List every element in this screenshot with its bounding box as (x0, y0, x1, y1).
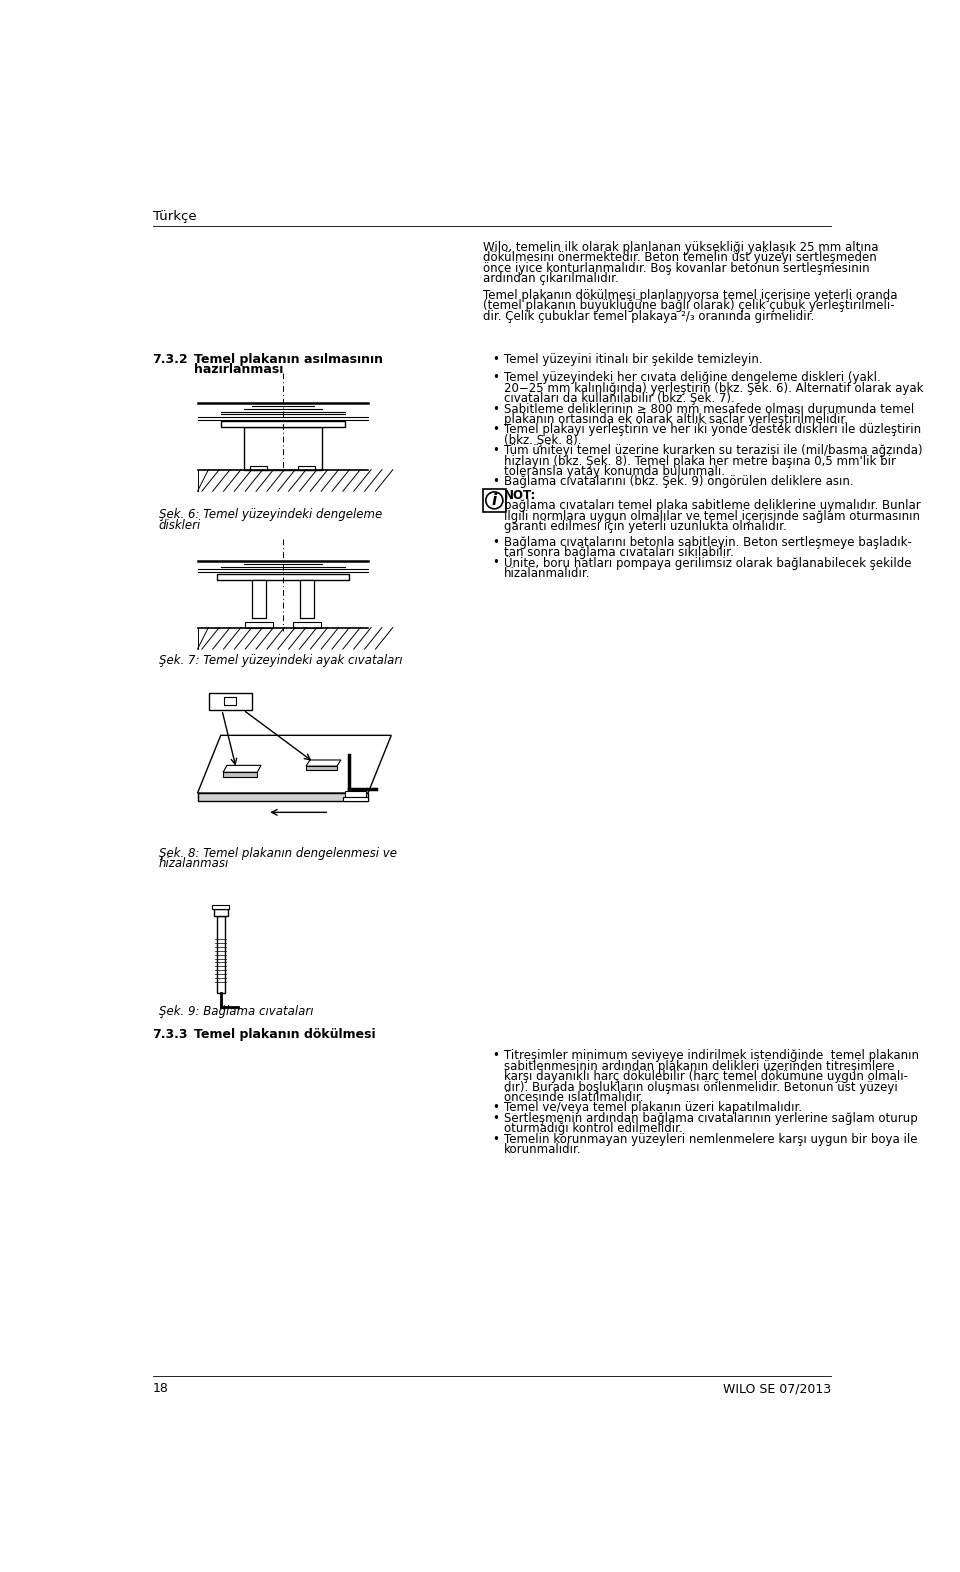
Text: dır). Burada boşlukların oluşması önlenmelidir. Betonun üst yüzeyi: dır). Burada boşlukların oluşması önlenm… (504, 1080, 898, 1094)
Bar (212, 905, 229, 909)
Bar (244, 428, 322, 470)
Text: oturmadığı kontrol edilmelidir.: oturmadığı kontrol edilmelidir. (504, 1122, 683, 1135)
Bar (483, 489, 506, 512)
Text: •: • (492, 445, 499, 457)
Text: •: • (492, 1050, 499, 1063)
Bar (300, 580, 314, 618)
Text: Titreşimler minimum seviyeye indirilmek istendiğinde  temel plakanın: Titreşimler minimum seviyeye indirilmek … (504, 1050, 919, 1063)
Text: Şek. 7: Temel yüzeyindeki ayak cıvataları: Şek. 7: Temel yüzeyindeki ayak cıvatalar… (158, 654, 402, 668)
Text: plakanın ortasında ek olarak altlık saclar yerleştirilmelidir.: plakanın ortasında ek olarak altlık sacl… (504, 413, 848, 426)
Text: Temel plakanın dökülmesi: Temel plakanın dökülmesi (194, 1028, 375, 1041)
Text: •: • (492, 475, 499, 489)
Text: bağlama cıvataları temel plaka sabitleme deliklerine uymalıdır. Bunlar: bağlama cıvataları temel plaka sabitleme… (504, 500, 921, 512)
Bar (345, 791, 367, 797)
Text: Bağlama cıvatalarını betonla sabitleyin. Beton sertleşmeye başladık-: Bağlama cıvatalarını betonla sabitleyin.… (504, 536, 911, 549)
Text: cıvataları da kullanılabilir (bkz. Şek. 7).: cıvataları da kullanılabilir (bkz. Şek. … (504, 391, 734, 406)
Text: •: • (492, 556, 499, 569)
Bar (224, 696, 236, 704)
Text: •: • (492, 536, 499, 549)
Polygon shape (223, 772, 257, 777)
Bar (221, 421, 345, 428)
Text: Sertleşmenin ardından bağlama cıvatalarının yerlerine sağlam oturup: Sertleşmenin ardından bağlama cıvataları… (504, 1111, 918, 1126)
Bar (252, 580, 266, 618)
Bar (299, 465, 315, 470)
Text: hizalanması: hizalanması (158, 857, 229, 871)
Text: 20−25 mm kalınlığında) yerleştirin (bkz. Şek. 6). Alternatif olarak ayak: 20−25 mm kalınlığında) yerleştirin (bkz.… (504, 382, 924, 395)
Text: tan sonra bağlama cıvataları sıkılabilir.: tan sonra bağlama cıvataları sıkılabilir… (504, 545, 733, 560)
Text: Şek. 9: Bağlama cıvataları: Şek. 9: Bağlama cıvataları (158, 1005, 313, 1017)
Text: Tüm üniteyi temel üzerine kurarken su terazisi ile (mil/basma ağzında): Tüm üniteyi temel üzerine kurarken su te… (504, 445, 923, 457)
Text: (temel plakanın büyüklüğüne bağlı olarak) çelik çubuk yerleştirilmeli-: (temel plakanın büyüklüğüne bağlı olarak… (483, 299, 895, 313)
Bar (198, 470, 368, 490)
Polygon shape (223, 766, 261, 772)
Text: Şek. 8: Temel plakanın dengelenmesi ve: Şek. 8: Temel plakanın dengelenmesi ve (158, 847, 396, 860)
Text: ilgili normlara uygun olmalılar ve temel içerisinde sağlam oturmasının: ilgili normlara uygun olmalılar ve temel… (504, 509, 920, 522)
Bar (198, 627, 368, 649)
Text: ardından çıkarılmalıdır.: ardından çıkarılmalıdır. (483, 272, 618, 285)
Text: •: • (492, 1102, 499, 1115)
Text: sabitlenmesinin ardından plakanın delikleri üzerinden titreşimlere: sabitlenmesinin ardından plakanın delikl… (504, 1060, 894, 1074)
Bar (344, 797, 368, 800)
Text: 7.3.2: 7.3.2 (153, 352, 188, 366)
Text: dir. Çelik çubuklar temel plakaya ²/₃ oranında girmelidir.: dir. Çelik çubuklar temel plakaya ²/₃ or… (483, 310, 814, 322)
Text: Ünite, boru hatları pompaya gerilimsiz olarak bağlanabilecek şekilde: Ünite, boru hatları pompaya gerilimsiz o… (504, 556, 911, 571)
Text: Türkçe: Türkçe (153, 211, 196, 223)
Polygon shape (306, 766, 337, 770)
Text: •: • (492, 1133, 499, 1146)
Text: öncesinde ıslatılmalıdır.: öncesinde ıslatılmalıdır. (504, 1091, 643, 1104)
Text: hizalanmalıdır.: hizalanmalıdır. (504, 567, 590, 580)
Text: •: • (492, 371, 499, 385)
Bar (217, 916, 225, 994)
Text: Bağlama cıvatalarını (bkz. Şek. 9) öngörülen deliklere asın.: Bağlama cıvatalarını (bkz. Şek. 9) öngör… (504, 475, 853, 489)
Bar (209, 693, 252, 711)
Text: Şek. 6: Temel yüzeyindeki dengeleme: Şek. 6: Temel yüzeyindeki dengeleme (158, 508, 382, 522)
Text: toleransla yatay konumda bulunmalı.: toleransla yatay konumda bulunmalı. (504, 465, 725, 478)
Bar (293, 623, 321, 627)
Text: i: i (492, 494, 497, 508)
Text: hizlayın (bkz. Şek. 8). Temel plaka her metre başına 0,5 mm'lik bir: hizlayın (bkz. Şek. 8). Temel plaka her … (504, 454, 896, 467)
Text: (bkz. Şek. 8).: (bkz. Şek. 8). (504, 434, 581, 446)
Text: hazırlanması: hazırlanması (194, 363, 283, 376)
Text: Temel ve/veya temel plakanın üzeri kapatılmalıdır.: Temel ve/veya temel plakanın üzeri kapat… (504, 1102, 802, 1115)
Text: Temel yüzeyindeki her cıvata deliğine dengeleme diskleri (yakl.: Temel yüzeyindeki her cıvata deliğine de… (504, 371, 880, 385)
Bar (217, 574, 348, 580)
Polygon shape (306, 759, 341, 766)
Text: NOT:: NOT: (504, 489, 536, 501)
Text: Temelin korunmayan yüzeyleri nemlenmelere karşı uygun bir boya ile: Temelin korunmayan yüzeyleri nemlenmeler… (504, 1133, 917, 1146)
Text: karşı dayanıklı harç dökülebilir (harç temel dökümüne uygun olmalı-: karşı dayanıklı harç dökülebilir (harç t… (504, 1071, 907, 1083)
Text: Temel plakanın asılmasının: Temel plakanın asılmasının (194, 352, 383, 366)
Text: Sabitleme deliklerinin ≥ 800 mm mesafede olması durumunda temel: Sabitleme deliklerinin ≥ 800 mm mesafede… (504, 402, 914, 415)
Bar (245, 623, 273, 627)
Text: 18: 18 (153, 1382, 168, 1394)
Polygon shape (198, 736, 392, 794)
Text: korunmalıdır.: korunmalıdır. (504, 1143, 581, 1155)
Text: •: • (492, 352, 499, 366)
Text: •: • (492, 423, 499, 437)
Text: •: • (492, 1111, 499, 1126)
Text: garanti edilmesi için yeterli uzunlukta olmalıdır.: garanti edilmesi için yeterli uzunlukta … (504, 520, 786, 533)
Text: dökülmesini önermektedir. Beton temelin üst yüzeyi sertleşmeden: dökülmesini önermektedir. Beton temelin … (483, 252, 876, 264)
Text: WILO SE 07/2013: WILO SE 07/2013 (723, 1382, 831, 1394)
Text: •: • (492, 402, 499, 415)
Bar (214, 909, 228, 916)
Text: önce iyice konturlanmalıdır. Boş kovanlar betonun sertleşmesinin: önce iyice konturlanmalıdır. Boş kovanla… (483, 263, 870, 275)
Text: diskleri: diskleri (158, 519, 201, 531)
Text: Wilo, temelin ilk olarak planlanan yüksekliği yaklaşık 25 mm altına: Wilo, temelin ilk olarak planlanan yükse… (483, 241, 878, 255)
Polygon shape (198, 794, 368, 800)
Text: 7.3.3: 7.3.3 (153, 1028, 188, 1041)
Bar (251, 465, 267, 470)
Text: Temel yüzeyini itinalı bir şekilde temizleyin.: Temel yüzeyini itinalı bir şekilde temiz… (504, 352, 762, 366)
Text: Temel plakayı yerleştirin ve her iki yönde destek diskleri ile düzleştirin: Temel plakayı yerleştirin ve her iki yön… (504, 423, 921, 437)
Text: Temel plakanın dökülmesi planlanıyorsa temel içerisine yeterli oranda: Temel plakanın dökülmesi planlanıyorsa t… (483, 289, 898, 302)
